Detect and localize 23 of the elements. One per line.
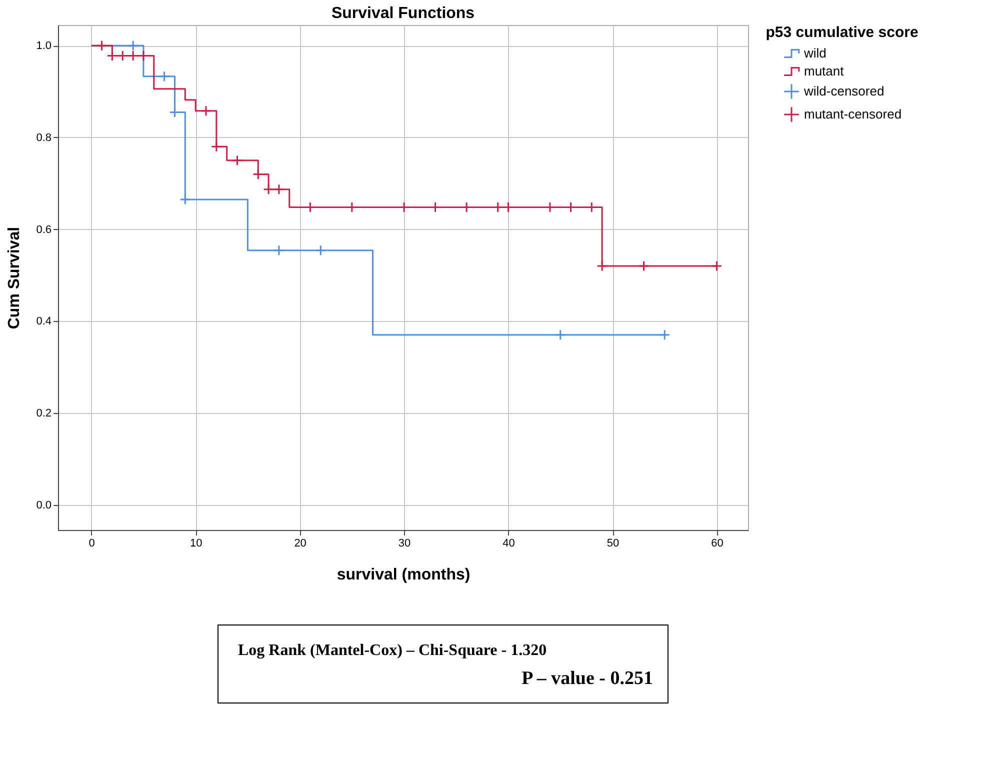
text: Log Rank (Mantel-Cox) – Chi-Square - 1.320 — [238, 642, 547, 659]
x-tick-label: 20 — [294, 538, 306, 550]
x-axis-title: survival (months) — [336, 566, 470, 584]
y-tick-label: 0.8 — [36, 132, 52, 144]
y-tick-label: 0.6 — [36, 224, 52, 236]
x-tick-label: 30 — [398, 538, 411, 550]
text: P – value - 0.251 — [522, 668, 653, 689]
y-tick-label: 1.0 — [36, 40, 52, 52]
y-tick-label: 0.2 — [36, 407, 52, 420]
x-tick-label: 0 — [88, 538, 95, 550]
legend-label: mutant — [804, 64, 844, 78]
legend-label: wild — [803, 46, 826, 60]
x-tick-label: 50 — [606, 538, 620, 550]
legend-label: mutant-censored — [804, 106, 902, 122]
chart-title: Survival Functions — [331, 5, 475, 22]
y-tick-label: 0.0 — [36, 499, 52, 512]
x-tick-label: 40 — [502, 538, 515, 550]
x-tick-label: 10 — [190, 538, 202, 550]
y-axis-title: Cum Survival — [6, 226, 24, 330]
y-tick-label: 0.4 — [36, 316, 52, 328]
legend-title: p53 cumulative score — [766, 24, 918, 41]
legend-label: wild-censored — [803, 84, 884, 98]
x-tick-label: 60 — [711, 538, 724, 550]
